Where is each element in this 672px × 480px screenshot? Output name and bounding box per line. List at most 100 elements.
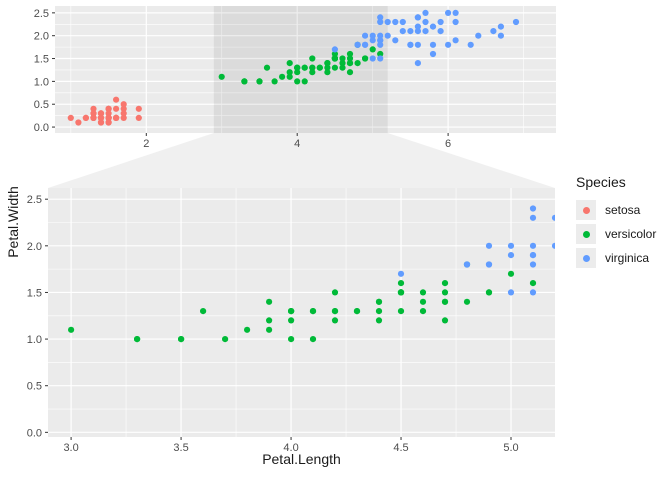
- legend: Species setosa versicolor virginica: [576, 174, 656, 270]
- data-point: [353, 308, 361, 315]
- y-tick-label: 2.5: [27, 194, 42, 206]
- data-point: [463, 261, 471, 268]
- data-point: [377, 41, 384, 48]
- legend-entry-setosa: setosa: [576, 198, 656, 222]
- data-point: [339, 60, 346, 67]
- data-point: [452, 37, 459, 44]
- legend-entry-versicolor: versicolor: [576, 222, 656, 246]
- overview-points-setosa: [67, 96, 142, 126]
- data-point: [397, 280, 405, 287]
- y-tick-label: 0.0: [34, 122, 49, 134]
- data-point: [512, 18, 520, 26]
- data-point: [437, 28, 444, 35]
- zoom-panel: 3.0 3.5 4.0 4.5 5.0 0.0 0.5 1.0 1.5 2.0 2.5: [27, 188, 555, 454]
- zoom-connector: [48, 133, 555, 188]
- data-point: [67, 114, 74, 121]
- data-point: [301, 78, 308, 85]
- data-point: [294, 78, 301, 85]
- zoom-points-virginica: [397, 205, 555, 296]
- data-point: [288, 308, 295, 315]
- legend-title: Species: [576, 174, 626, 190]
- data-point: [369, 55, 376, 62]
- data-point: [294, 69, 301, 76]
- data-point: [354, 60, 361, 67]
- data-point: [90, 105, 97, 112]
- zoom-region-highlight: [213, 6, 388, 133]
- data-point: [414, 14, 421, 21]
- data-point: [529, 214, 537, 221]
- data-point: [90, 110, 97, 117]
- data-point: [452, 9, 459, 16]
- zoom-panel-background: [48, 188, 555, 437]
- y-tick-label: 1.0: [27, 334, 42, 346]
- data-point: [422, 18, 429, 26]
- data-point: [375, 308, 383, 315]
- data-point: [218, 73, 225, 80]
- data-point: [362, 32, 369, 39]
- data-point: [222, 336, 229, 343]
- x-axis-title: Petal.Length: [262, 451, 341, 467]
- data-point: [68, 326, 75, 333]
- data-point: [82, 114, 89, 121]
- data-point: [105, 110, 112, 117]
- data-point: [377, 32, 384, 39]
- x-tick-label: 3.0: [63, 442, 78, 454]
- y-tick-label: 2.0: [27, 241, 42, 253]
- data-point: [475, 32, 482, 39]
- data-point: [384, 32, 391, 39]
- data-point: [441, 280, 449, 287]
- data-point: [529, 261, 537, 268]
- data-point: [384, 18, 391, 26]
- data-point: [551, 242, 555, 249]
- data-point: [362, 55, 369, 62]
- data-point: [288, 317, 295, 324]
- data-point: [362, 41, 369, 48]
- data-point: [309, 64, 316, 71]
- data-point: [75, 119, 82, 126]
- y-axis-title: Petal.Width: [5, 186, 21, 258]
- data-point: [134, 336, 141, 343]
- data-point: [288, 336, 295, 343]
- data-point: [467, 41, 474, 48]
- legend-swatch-virginica: [582, 254, 590, 262]
- data-point: [346, 69, 354, 76]
- x-tick-label: 2: [143, 138, 149, 150]
- data-point: [301, 64, 308, 71]
- data-point: [507, 270, 515, 277]
- data-point: [309, 336, 317, 343]
- data-point: [286, 60, 293, 67]
- data-point: [397, 270, 405, 277]
- data-point: [120, 114, 127, 121]
- x-tick-label: 4: [294, 138, 300, 150]
- data-point: [445, 9, 452, 16]
- data-point: [414, 28, 421, 35]
- data-point: [316, 64, 323, 71]
- data-point: [97, 114, 105, 121]
- data-point: [452, 18, 459, 26]
- data-point: [120, 105, 127, 112]
- data-point: [354, 41, 361, 48]
- data-point: [105, 114, 112, 121]
- data-point: [346, 55, 354, 62]
- data-point: [331, 308, 339, 315]
- data-point: [271, 78, 278, 85]
- data-point: [286, 73, 293, 80]
- y-tick-label: 0.5: [34, 99, 49, 111]
- x-tick-label: 4.5: [393, 442, 408, 454]
- data-point: [429, 41, 437, 48]
- data-point: [286, 69, 293, 76]
- data-point: [263, 64, 271, 71]
- zoom-points-versicolor: [68, 261, 537, 343]
- x-tick-label: 3.5: [173, 442, 188, 454]
- y-tick-label: 0.0: [27, 427, 42, 439]
- y-tick-label: 0.5: [27, 381, 42, 393]
- data-point: [551, 214, 555, 221]
- data-point: [529, 242, 537, 249]
- data-point: [441, 298, 449, 305]
- data-point: [256, 78, 263, 85]
- data-point: [90, 114, 97, 121]
- data-point: [407, 28, 414, 35]
- legend-key: [576, 224, 596, 244]
- data-point: [490, 28, 497, 35]
- data-point: [369, 46, 376, 53]
